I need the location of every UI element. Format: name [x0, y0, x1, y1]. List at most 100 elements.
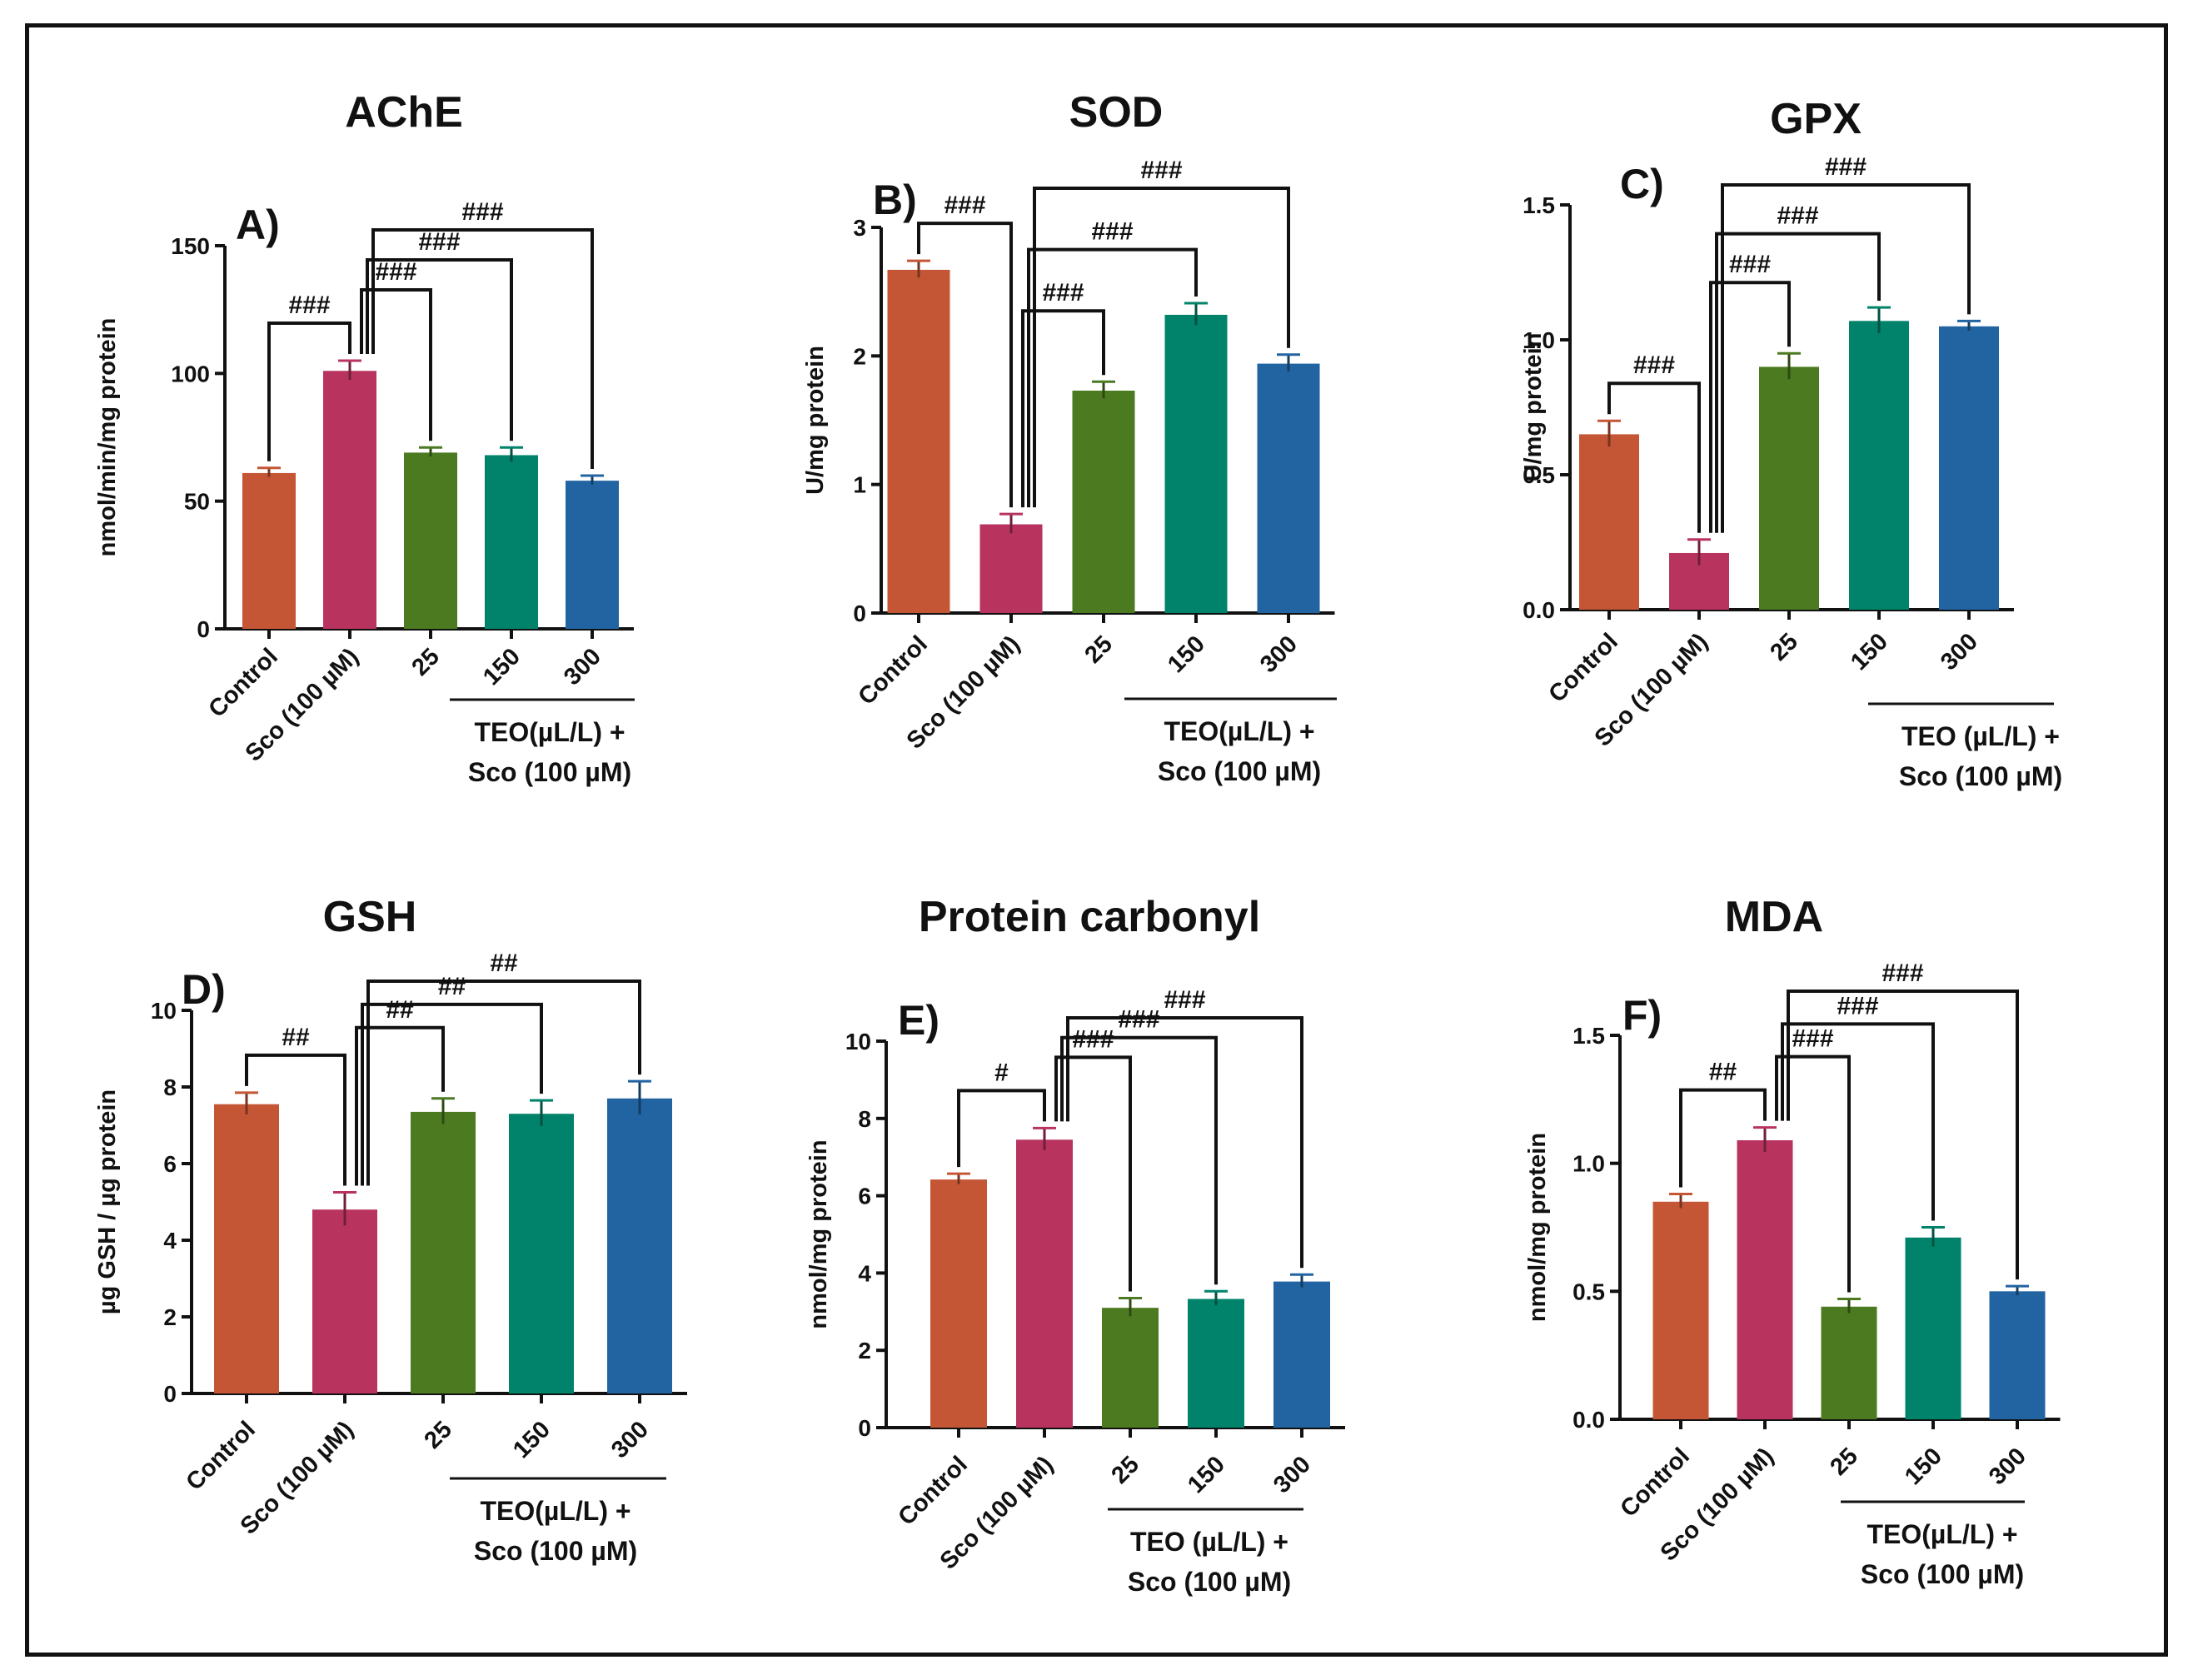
x-category-label: 25	[1080, 631, 1118, 668]
chart-panel-1: AChE A) nmol/min/mg protein 0 50 100 150 Contro…	[94, 88, 635, 787]
significance-label: ###	[1164, 986, 1205, 1014]
y-tick-label: 0	[858, 1415, 871, 1441]
bar-3	[404, 452, 457, 629]
y-tick-label: 0.5	[1523, 462, 1555, 488]
y-tick-label: 4	[163, 1228, 177, 1254]
bar-1	[930, 1179, 987, 1428]
x-category-label: 300	[606, 1416, 654, 1463]
y-tick-label: 6	[858, 1184, 871, 1209]
bar-2	[323, 371, 376, 629]
significance-bracket	[267, 322, 351, 461]
significance-label: ###	[288, 292, 330, 319]
y-axis-label: nmol/mg protein	[805, 1139, 832, 1329]
significance-label: ###	[1140, 157, 1182, 184]
group-label-line-2: Sco (100 µM)	[1128, 1567, 1291, 1597]
significance-label: ###	[1091, 218, 1133, 246]
bar-2	[1016, 1139, 1073, 1428]
significance-bracket	[1787, 990, 2019, 1280]
significance-bracket	[1054, 1055, 1132, 1292]
chart-title: SOD	[1069, 88, 1164, 137]
bar-3	[1759, 366, 1819, 610]
significance-bracket	[1679, 1088, 1767, 1188]
significance-bracket	[360, 288, 432, 441]
bar-3	[1821, 1306, 1877, 1419]
significance-bracket	[1021, 309, 1105, 508]
y-tick-label: 2	[853, 343, 866, 369]
panel-label: E)	[898, 997, 940, 1044]
x-category-label: 300	[559, 643, 606, 690]
y-tick-label: 0	[197, 616, 210, 642]
x-category-label: 25	[1826, 1443, 1863, 1480]
bar-5	[607, 1098, 672, 1393]
chart-title: GSH	[323, 893, 417, 941]
significance-bracket	[366, 980, 641, 1186]
group-label-line-1: TEO (µL/L) +	[1901, 721, 2060, 751]
y-tick-label: 2	[163, 1304, 177, 1330]
y-tick-label: 150	[171, 233, 210, 259]
y-axis-label: U/mg protein	[802, 346, 829, 495]
bar-4	[1905, 1237, 1961, 1419]
chart-panel-3: GPX C) U/mg protein 0.0 0.5 1.0 1.5 Control Sco …	[1520, 95, 2062, 791]
x-category-label: 300	[1984, 1443, 2031, 1490]
y-tick-label: 1.5	[1572, 1023, 1605, 1049]
bar-2	[312, 1209, 377, 1393]
y-tick-label: 1.0	[1572, 1151, 1605, 1177]
y-tick-label: 3	[853, 215, 866, 241]
x-category-label: Control	[1615, 1443, 1695, 1523]
significance-bracket	[1066, 1016, 1303, 1269]
significance-label: ###	[1633, 351, 1675, 379]
x-category-label: 300	[1255, 631, 1303, 678]
y-tick-label: 10	[151, 998, 177, 1024]
panel-label: C)	[1620, 161, 1664, 207]
significance-label: ###	[1881, 960, 1923, 987]
y-tick-label: 50	[184, 489, 210, 515]
x-category-label: Control	[893, 1451, 973, 1531]
significance-label: ###	[1777, 202, 1818, 230]
bar-5	[1989, 1291, 2046, 1419]
x-category-label: 25	[407, 643, 445, 680]
significance-label: ##	[282, 1024, 310, 1051]
bar-4	[1164, 314, 1228, 613]
chart-panel-2: SOD B) U/mg protein 0 1 2 3 Control Sco (100 µM)…	[802, 88, 1337, 786]
significance-bracket	[355, 1025, 445, 1186]
y-axis-label: nmol/min/mg protein	[94, 318, 121, 557]
x-category-label: 300	[1268, 1451, 1316, 1498]
chart-panel-6: MDA F) nmol/mg protein 0.0 0.5 1.0 1.5 Control S…	[1524, 893, 2061, 1589]
y-tick-label: 8	[163, 1074, 177, 1100]
bar-3	[1102, 1308, 1159, 1428]
group-label-line-1: TEO(µL/L) +	[480, 1496, 630, 1526]
panel-label: D)	[182, 966, 226, 1013]
chart-title: MDA	[1725, 893, 1823, 941]
bar-1	[1579, 434, 1639, 610]
significance-bracket	[1721, 183, 1971, 533]
significance-bracket	[245, 1053, 346, 1186]
significance-label: ###	[1072, 1025, 1114, 1053]
y-tick-label: 10	[845, 1029, 871, 1054]
significance-bracket	[1715, 232, 1881, 533]
bar-3	[411, 1111, 476, 1393]
significance-label: ##	[1709, 1059, 1737, 1086]
x-category-label: Control	[181, 1416, 261, 1496]
significance-bracket	[917, 222, 1013, 508]
group-label-line-2: Sco (100 µM)	[474, 1536, 637, 1566]
significance-label: ###	[375, 258, 416, 286]
x-category-label: 150	[1183, 1451, 1230, 1498]
group-label-line-1: TEO(µL/L) +	[1164, 716, 1314, 746]
x-category-label: Control	[853, 631, 933, 710]
significance-label: ###	[461, 198, 503, 226]
significance-label: ##	[490, 950, 518, 977]
x-category-label: 150	[1163, 631, 1210, 678]
figure-frame	[25, 23, 2168, 1657]
y-axis-label: µg GSH / µg protein	[94, 1089, 121, 1314]
y-tick-label: 0.0	[1523, 597, 1555, 623]
significance-bracket	[1060, 1035, 1218, 1285]
group-label-line-2: Sco (100 µM)	[468, 757, 631, 787]
x-category-label: 150	[478, 643, 526, 690]
significance-bracket	[1027, 247, 1198, 508]
x-category-label: 150	[508, 1416, 556, 1463]
y-tick-label: 8	[858, 1106, 871, 1132]
x-category-label: Control	[203, 643, 283, 723]
significance-label: ###	[1837, 992, 1878, 1019]
significance-label: ###	[1792, 1025, 1833, 1053]
significance-label: ###	[1118, 1006, 1159, 1034]
